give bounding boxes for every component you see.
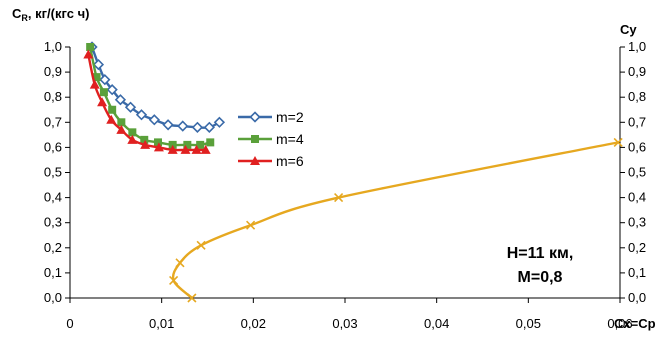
legend: m=2 m=4 m=6 [238,109,304,169]
data-point-m6 [106,114,117,124]
right-y-tick-label: 0,9 [628,64,646,79]
legend-label-m6: m=6 [276,153,304,169]
annotation-line-1: H=11 км, [507,245,574,262]
left-y-tick-label: 0,0 [44,290,62,305]
left-y-tick-label: 0,2 [44,240,62,255]
data-point-m4 [196,140,205,149]
data-point-m2 [124,101,137,113]
x-tick-label: 0,03 [332,316,357,331]
left-y-tick-label: 0,7 [44,114,62,129]
x-axis-title: Cx=Cp [614,316,656,331]
legend-item-m4: m=4 [238,131,304,147]
data-point-m4 [128,128,137,137]
data-point-m6 [83,49,94,59]
data-point-m6 [180,144,191,154]
data-point-m6 [153,142,164,152]
right-axis-title: Cy [620,22,637,37]
left-y-tick-label: 1,0 [44,39,62,54]
data-point-m2 [99,73,111,86]
data-point-polar [613,137,623,147]
data-point-m6 [167,144,178,154]
left-y-tick-label: 0,5 [44,165,62,180]
data-point-m4 [168,140,177,149]
right-y-tick-label: 0,3 [628,215,646,230]
right-y-tick-label: 0,5 [628,165,646,180]
ticks: 0,0 0,0 0,1 0,1 0,2 0,2 0,3 0,3 0,4 0,4 0,5 0,5 0,6 0… [44,39,646,331]
annotation-line-2: M=0,8 [518,269,563,286]
legend-marker-m2 [249,111,261,123]
data-point-m2 [162,119,174,131]
data-point-m2 [106,84,118,96]
x-tick-label: 0,02 [241,316,266,331]
series-m4 [86,43,215,149]
data-point-m4 [86,43,95,51]
x-tick-label: 0,01 [149,316,174,331]
data-point-m4 [92,73,101,82]
data-point-polar [187,293,197,303]
series-line-m6 [87,54,206,152]
series-line-polar [171,141,619,299]
data-point-m4 [108,105,117,114]
data-point-m4 [117,118,126,127]
data-point-m2 [92,58,105,71]
data-point-m2 [203,121,215,133]
data-point-m6 [127,134,138,144]
right-y-tick-label: 0,0 [628,290,646,305]
left-y-tick-label: 0,6 [44,139,62,154]
data-point-m4 [154,138,162,147]
data-point-polar [169,275,179,285]
left-axis-title: CR, кг/(кгс ч) [12,6,89,23]
data-point-m6 [116,124,127,134]
right-y-tick-label: 0,8 [628,89,646,104]
legend-marker-m4 [251,135,259,143]
legend-marker-m6 [250,156,260,165]
right-y-tick-label: 0,6 [628,139,646,154]
data-point-m2 [135,109,148,121]
data-point-polar [175,258,185,268]
data-point-m2 [213,116,226,128]
series-polar [169,137,623,303]
left-y-tick-label: 0,3 [44,215,62,230]
data-point-m2 [148,114,160,126]
data-point-m2 [191,121,204,133]
left-y-tick-label: 0,1 [44,265,62,280]
data-point-m6 [97,97,108,107]
data-point-m4 [183,140,192,149]
data-point-m6 [140,139,151,149]
data-point-m6 [89,79,100,89]
x-tick-label: 0,06 [607,316,632,331]
data-point-m2 [114,94,127,106]
data-point-m2 [177,120,189,132]
data-point-m6 [191,144,202,154]
data-point-m4 [206,138,215,147]
legend-item-m2: m=2 [238,109,304,125]
right-y-tick-label: 1,0 [628,39,646,54]
x-tick-label: 0,05 [516,316,541,331]
series-m6 [83,49,211,154]
data-point-m6 [200,144,211,154]
left-y-tick-label: 0,9 [44,64,62,79]
legend-item-m6: m=6 [238,153,304,169]
data-point-polar [246,220,256,230]
series-m2 [86,41,226,133]
legend-label-m2: m=2 [276,109,304,125]
right-y-tick-label: 0,4 [628,190,646,205]
series-layer [83,41,623,303]
left-y-tick-label: 0,8 [44,89,62,104]
data-point-m4 [140,135,149,144]
data-point-polar [334,193,344,203]
right-y-tick-label: 0,1 [628,265,646,280]
x-tick-label: 0,04 [424,316,449,331]
data-point-m4 [99,88,108,97]
legend-label-m4: m=4 [276,131,304,147]
left-y-tick-label: 0,4 [44,190,62,205]
data-point-polar [196,240,206,250]
series-line-m4 [88,46,211,147]
x-tick-label: 0 [66,316,73,331]
right-y-tick-label: 0,7 [628,114,646,129]
right-y-tick-label: 0,2 [628,240,646,255]
